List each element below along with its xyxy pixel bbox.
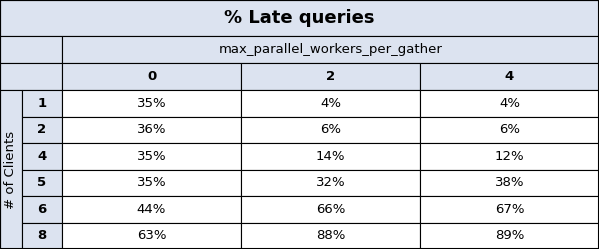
Bar <box>420 143 599 170</box>
Text: 4: 4 <box>37 150 47 163</box>
Bar <box>22 196 62 223</box>
Text: 4: 4 <box>505 70 514 83</box>
Bar <box>22 143 62 170</box>
Text: 0: 0 <box>147 70 156 83</box>
Text: 63%: 63% <box>137 229 167 242</box>
Text: 2: 2 <box>37 123 47 136</box>
Bar <box>0 63 62 90</box>
Bar <box>420 117 599 143</box>
Text: 6%: 6% <box>499 123 520 136</box>
Bar <box>420 170 599 196</box>
Bar <box>62 143 241 170</box>
Bar <box>241 223 420 249</box>
Text: 6: 6 <box>37 203 47 216</box>
Bar <box>62 90 241 117</box>
Text: 66%: 66% <box>316 203 345 216</box>
Text: 89%: 89% <box>495 229 524 242</box>
Text: 4%: 4% <box>320 97 341 110</box>
Bar <box>420 90 599 117</box>
Bar <box>241 196 420 223</box>
Text: 5: 5 <box>37 176 47 189</box>
Text: 35%: 35% <box>137 150 167 163</box>
Text: % Late queries: % Late queries <box>224 9 375 27</box>
Bar <box>420 223 599 249</box>
Bar <box>420 196 599 223</box>
Bar <box>22 170 62 196</box>
Text: max_parallel_workers_per_gather: max_parallel_workers_per_gather <box>219 43 443 56</box>
Bar <box>241 117 420 143</box>
Bar <box>241 90 420 117</box>
Text: 32%: 32% <box>316 176 345 189</box>
Text: 35%: 35% <box>137 97 167 110</box>
Text: 38%: 38% <box>495 176 524 189</box>
Text: 12%: 12% <box>495 150 524 163</box>
Bar <box>241 170 420 196</box>
Bar <box>62 63 241 90</box>
Text: 67%: 67% <box>495 203 524 216</box>
Bar <box>62 117 241 143</box>
Bar <box>62 223 241 249</box>
Text: 44%: 44% <box>137 203 166 216</box>
Bar <box>241 143 420 170</box>
Bar <box>241 63 420 90</box>
Text: 35%: 35% <box>137 176 167 189</box>
Bar <box>22 90 62 117</box>
Bar <box>62 36 599 63</box>
Bar <box>0 90 22 249</box>
Bar <box>22 223 62 249</box>
Text: 88%: 88% <box>316 229 345 242</box>
Bar <box>22 117 62 143</box>
Bar <box>62 196 241 223</box>
Bar <box>62 170 241 196</box>
Bar <box>0 0 599 36</box>
Text: 6%: 6% <box>320 123 341 136</box>
Text: 4%: 4% <box>499 97 520 110</box>
Text: 2: 2 <box>326 70 335 83</box>
Text: 8: 8 <box>37 229 47 242</box>
Bar <box>0 36 62 63</box>
Text: 14%: 14% <box>316 150 345 163</box>
Text: # of Clients: # of Clients <box>5 130 17 209</box>
Text: 36%: 36% <box>137 123 167 136</box>
Bar <box>420 63 599 90</box>
Text: 1: 1 <box>37 97 47 110</box>
